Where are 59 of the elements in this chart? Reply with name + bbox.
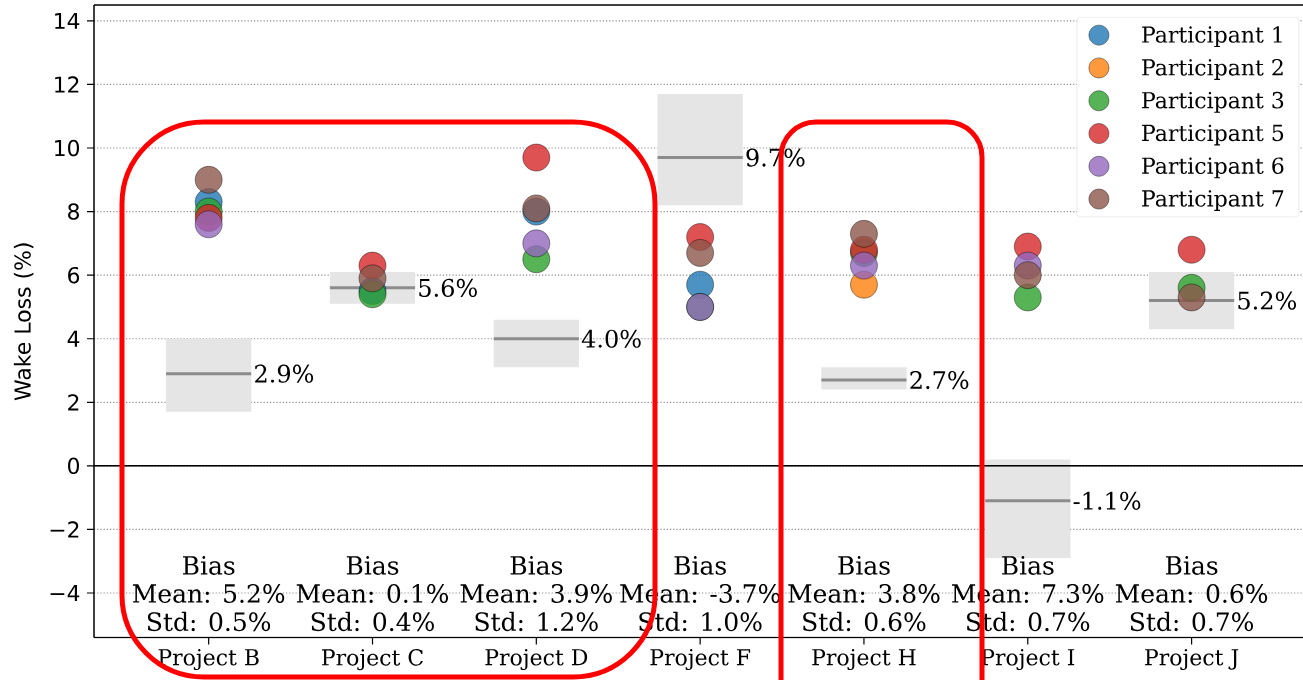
legend-label: Participant 7 [1142, 190, 1284, 211]
annotation: 2.9% [255, 364, 314, 383]
y-tick-label: 6 [68, 266, 80, 284]
annotation: Mean: 3.9% [460, 584, 612, 603]
point [194, 210, 223, 238]
point [1177, 283, 1206, 312]
annotation: Std: 0.4% [311, 611, 434, 632]
x-tick-label: Project F [650, 649, 751, 671]
annotation: Bias [183, 556, 235, 575]
point [358, 264, 387, 293]
annotation: Std: 1.2% [475, 611, 598, 632]
x-tick-label: Project D [485, 649, 588, 671]
point [1177, 236, 1206, 264]
annotation: 5.6% [419, 278, 477, 297]
annotation: Std: 0.5% [147, 611, 271, 632]
x-tick-label: Project C [322, 649, 423, 671]
x-tick-label: Project H [812, 649, 916, 671]
legend-label: Participant 2 [1142, 59, 1283, 80]
y-tick-label: 0 [68, 457, 80, 475]
annotation: Bias [1165, 556, 1218, 575]
legend-label: Participant 1 [1142, 26, 1282, 48]
x-tick-label: Project J [1145, 649, 1239, 671]
annotation: Std: 0.6% [803, 611, 926, 632]
legend-label: Participant 3 [1142, 91, 1284, 113]
point [686, 270, 714, 299]
point [686, 239, 714, 267]
y-tick-label: −4 [50, 585, 80, 601]
annotation: 2.7% [910, 370, 969, 390]
annotation: Bias [838, 556, 890, 575]
point [1014, 283, 1042, 312]
annotation: -1.1% [1073, 491, 1141, 510]
y-tick-label: 14 [55, 12, 80, 29]
annotation: Bias [510, 556, 563, 575]
point [194, 166, 223, 194]
point [850, 220, 878, 248]
annotation: Bias [674, 556, 726, 575]
point [1014, 261, 1042, 289]
y-tick-label: 12 [55, 76, 79, 93]
y-tick-label: 10 [55, 139, 80, 157]
y-tick-label: 2 [68, 394, 79, 411]
y-tick-label: 8 [68, 203, 79, 220]
y-tick-label: 4 [67, 330, 80, 347]
annotation: Mean: 0.6% [1115, 584, 1268, 603]
annotation: 4.0% [581, 329, 641, 348]
legend-label: Participant 5 [1142, 124, 1284, 146]
y-axis-title: Wake Loss (%) [13, 243, 34, 401]
annotation: Mean: 5.2% [132, 584, 285, 603]
annotation: Mean: 0.1% [296, 584, 449, 603]
annotation: 5.2% [1238, 291, 1297, 310]
point [522, 229, 551, 258]
legend-label: Participant 6 [1142, 157, 1284, 179]
point [850, 251, 878, 280]
annotation: Bias [346, 556, 399, 575]
y-tick-label: −2 [50, 521, 79, 538]
annotation: Mean: 3.8% [788, 584, 940, 603]
annotation: Std: 0.7% [1130, 611, 1254, 632]
annotation: Bias [1002, 556, 1054, 575]
x-tick-label: Project B [158, 649, 259, 671]
point [522, 143, 551, 172]
